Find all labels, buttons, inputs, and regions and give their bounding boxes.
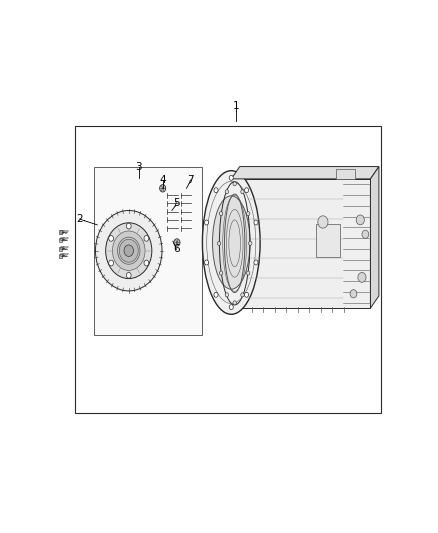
Circle shape	[144, 236, 149, 241]
Circle shape	[356, 215, 364, 225]
Polygon shape	[231, 166, 379, 179]
Bar	[231, 179, 371, 308]
Circle shape	[127, 272, 131, 278]
Text: 7: 7	[187, 175, 194, 185]
Circle shape	[109, 236, 113, 241]
Text: 6: 6	[173, 245, 180, 254]
Circle shape	[318, 216, 328, 228]
Circle shape	[214, 188, 218, 192]
Circle shape	[233, 182, 237, 186]
Circle shape	[127, 223, 131, 229]
Circle shape	[119, 239, 138, 262]
Text: ORF: ORF	[60, 246, 70, 251]
Circle shape	[244, 292, 248, 297]
Circle shape	[362, 230, 369, 238]
Circle shape	[144, 260, 149, 266]
Text: 2: 2	[77, 214, 83, 224]
Circle shape	[205, 260, 208, 265]
Circle shape	[241, 190, 244, 194]
Bar	[59, 230, 61, 235]
Circle shape	[350, 290, 357, 298]
Text: ORF: ORF	[60, 253, 70, 258]
Circle shape	[229, 305, 233, 310]
Bar	[59, 254, 61, 257]
Circle shape	[358, 272, 366, 282]
Text: ORF: ORF	[60, 237, 70, 242]
Circle shape	[219, 212, 223, 216]
Bar	[336, 168, 355, 179]
Bar	[94, 166, 202, 335]
Bar	[59, 238, 61, 241]
Circle shape	[247, 271, 250, 275]
Circle shape	[249, 241, 252, 245]
Circle shape	[159, 184, 166, 192]
Circle shape	[113, 231, 145, 270]
Ellipse shape	[202, 171, 260, 314]
Polygon shape	[371, 166, 379, 308]
Circle shape	[106, 223, 152, 279]
Circle shape	[95, 211, 162, 291]
Circle shape	[233, 301, 237, 305]
Circle shape	[254, 220, 258, 225]
Text: 1: 1	[233, 101, 240, 111]
Circle shape	[244, 188, 248, 192]
Circle shape	[109, 260, 113, 266]
Ellipse shape	[212, 196, 250, 289]
Circle shape	[225, 190, 229, 194]
Circle shape	[247, 212, 250, 216]
Bar	[59, 247, 61, 251]
Circle shape	[225, 293, 229, 297]
Text: ORF: ORF	[60, 230, 70, 235]
Circle shape	[124, 245, 134, 256]
Circle shape	[174, 239, 180, 246]
Bar	[316, 224, 340, 257]
Circle shape	[214, 292, 218, 297]
Bar	[75, 126, 381, 413]
Text: 3: 3	[135, 163, 142, 172]
Text: 5: 5	[173, 198, 180, 208]
Circle shape	[254, 260, 258, 265]
Circle shape	[205, 220, 208, 225]
Circle shape	[241, 293, 244, 297]
Circle shape	[219, 271, 223, 275]
Circle shape	[229, 175, 233, 180]
Text: 4: 4	[159, 175, 166, 185]
Circle shape	[217, 241, 221, 245]
